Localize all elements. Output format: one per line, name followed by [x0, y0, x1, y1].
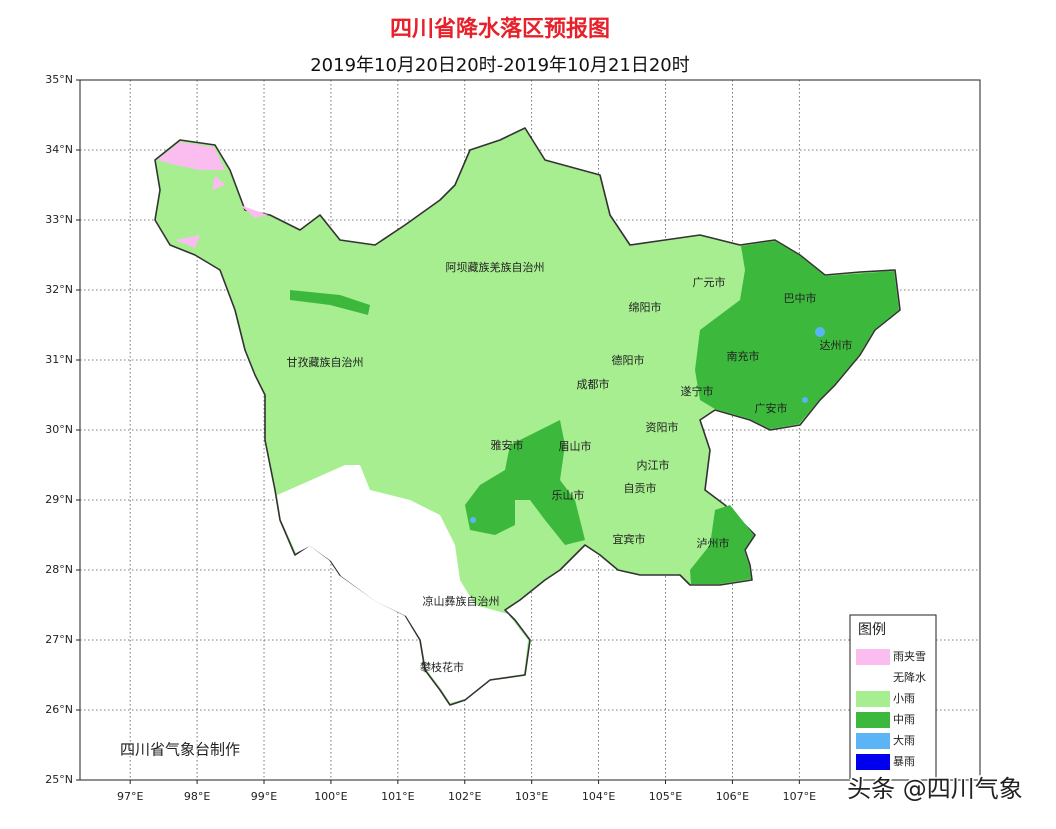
- x-tick-label: 107°E: [783, 790, 816, 803]
- x-tick-label: 98°E: [184, 790, 210, 803]
- place-label: 南充市: [727, 349, 760, 363]
- legend-label: 无降水: [893, 670, 926, 684]
- x-tick-label: 100°E: [314, 790, 347, 803]
- y-tick-label: 34°N: [45, 143, 73, 156]
- legend-swatch: [856, 670, 890, 686]
- y-tick-label: 26°N: [45, 703, 73, 716]
- place-label: 成都市: [577, 377, 610, 391]
- legend-swatch: [856, 712, 890, 728]
- place-label: 广元市: [693, 275, 726, 289]
- place-label: 甘孜藏族自治州: [287, 355, 364, 369]
- legend-label: 中雨: [893, 713, 915, 726]
- legend-swatch: [856, 754, 890, 770]
- watermark: 头条 @四川气象: [847, 775, 1023, 803]
- title: 四川省降水落区预报图: [390, 17, 610, 42]
- legend-label: 小雨: [893, 692, 915, 705]
- place-label: 攀枝花市: [420, 660, 464, 674]
- place-label: 广安市: [755, 401, 788, 415]
- y-tick-label: 30°N: [45, 423, 73, 436]
- legend-label: 雨夹雪: [893, 650, 926, 663]
- place-label: 绵阳市: [629, 300, 662, 314]
- x-tick-label: 102°E: [448, 790, 481, 803]
- place-labels: 阿坝藏族羌族自治州 甘孜藏族自治州 广元市 巴中市 绵阳市 达州市 南充市 德阳…: [287, 260, 853, 674]
- legend-label: 暴雨: [893, 755, 915, 768]
- y-tick-label: 28°N: [45, 563, 73, 576]
- place-label: 泸州市: [697, 536, 730, 550]
- y-tick-label: 35°N: [45, 73, 73, 86]
- x-tick-label: 101°E: [381, 790, 414, 803]
- x-tick-label: 97°E: [117, 790, 143, 803]
- legend-label: 大雨: [893, 733, 915, 747]
- no-rain-area: [277, 465, 528, 703]
- place-label: 达州市: [820, 338, 853, 352]
- moderate-rain-area: [290, 290, 370, 315]
- place-label: 凉山彝族自治州: [423, 594, 500, 608]
- legend-swatch: [856, 733, 890, 749]
- legend-swatch: [856, 691, 890, 707]
- map-frame: [79, 79, 981, 781]
- y-tick-label: 32°N: [45, 283, 73, 296]
- place-label: 资阳市: [646, 420, 679, 434]
- place-label: 阿坝藏族羌族自治州: [446, 260, 545, 274]
- place-label: 巴中市: [784, 291, 817, 305]
- heavy-rain-spot: [470, 517, 476, 523]
- place-label: 宜宾市: [613, 532, 646, 546]
- rain-snow-area: [157, 142, 268, 248]
- place-label: 雅安市: [491, 438, 524, 452]
- moderate-rain-area: [465, 420, 585, 545]
- place-label: 德阳市: [612, 353, 645, 367]
- legend-title: 图例: [858, 622, 886, 638]
- place-label: 遂宁市: [681, 384, 714, 398]
- y-tick-label: 33°N: [45, 213, 73, 226]
- y-tick-label: 25°N: [45, 773, 73, 786]
- subtitle: 2019年10月20日20时-2019年10月21日20时: [310, 55, 690, 76]
- moderate-rain-area: [695, 241, 899, 429]
- place-label: 内江市: [637, 458, 670, 472]
- x-tick-label: 104°E: [582, 790, 615, 803]
- y-tick-label: 31°N: [45, 353, 73, 366]
- heavy-rain-spot: [815, 327, 825, 337]
- y-tick-label: 29°N: [45, 493, 73, 506]
- place-label: 自贡市: [624, 481, 657, 495]
- place-label: 乐山市: [552, 488, 585, 502]
- x-tick-label: 103°E: [515, 790, 548, 803]
- x-tick-label: 105°E: [649, 790, 682, 803]
- moderate-rain-area: [690, 505, 754, 584]
- legend-swatch: [856, 649, 890, 665]
- y-tick-label: 27°N: [45, 633, 73, 646]
- heavy-rain-spot: [802, 397, 808, 403]
- credit: 四川省气象台制作: [120, 741, 240, 759]
- x-tick-label: 106°E: [716, 790, 749, 803]
- x-tick-label: 99°E: [251, 790, 277, 803]
- place-label: 眉山市: [559, 439, 592, 453]
